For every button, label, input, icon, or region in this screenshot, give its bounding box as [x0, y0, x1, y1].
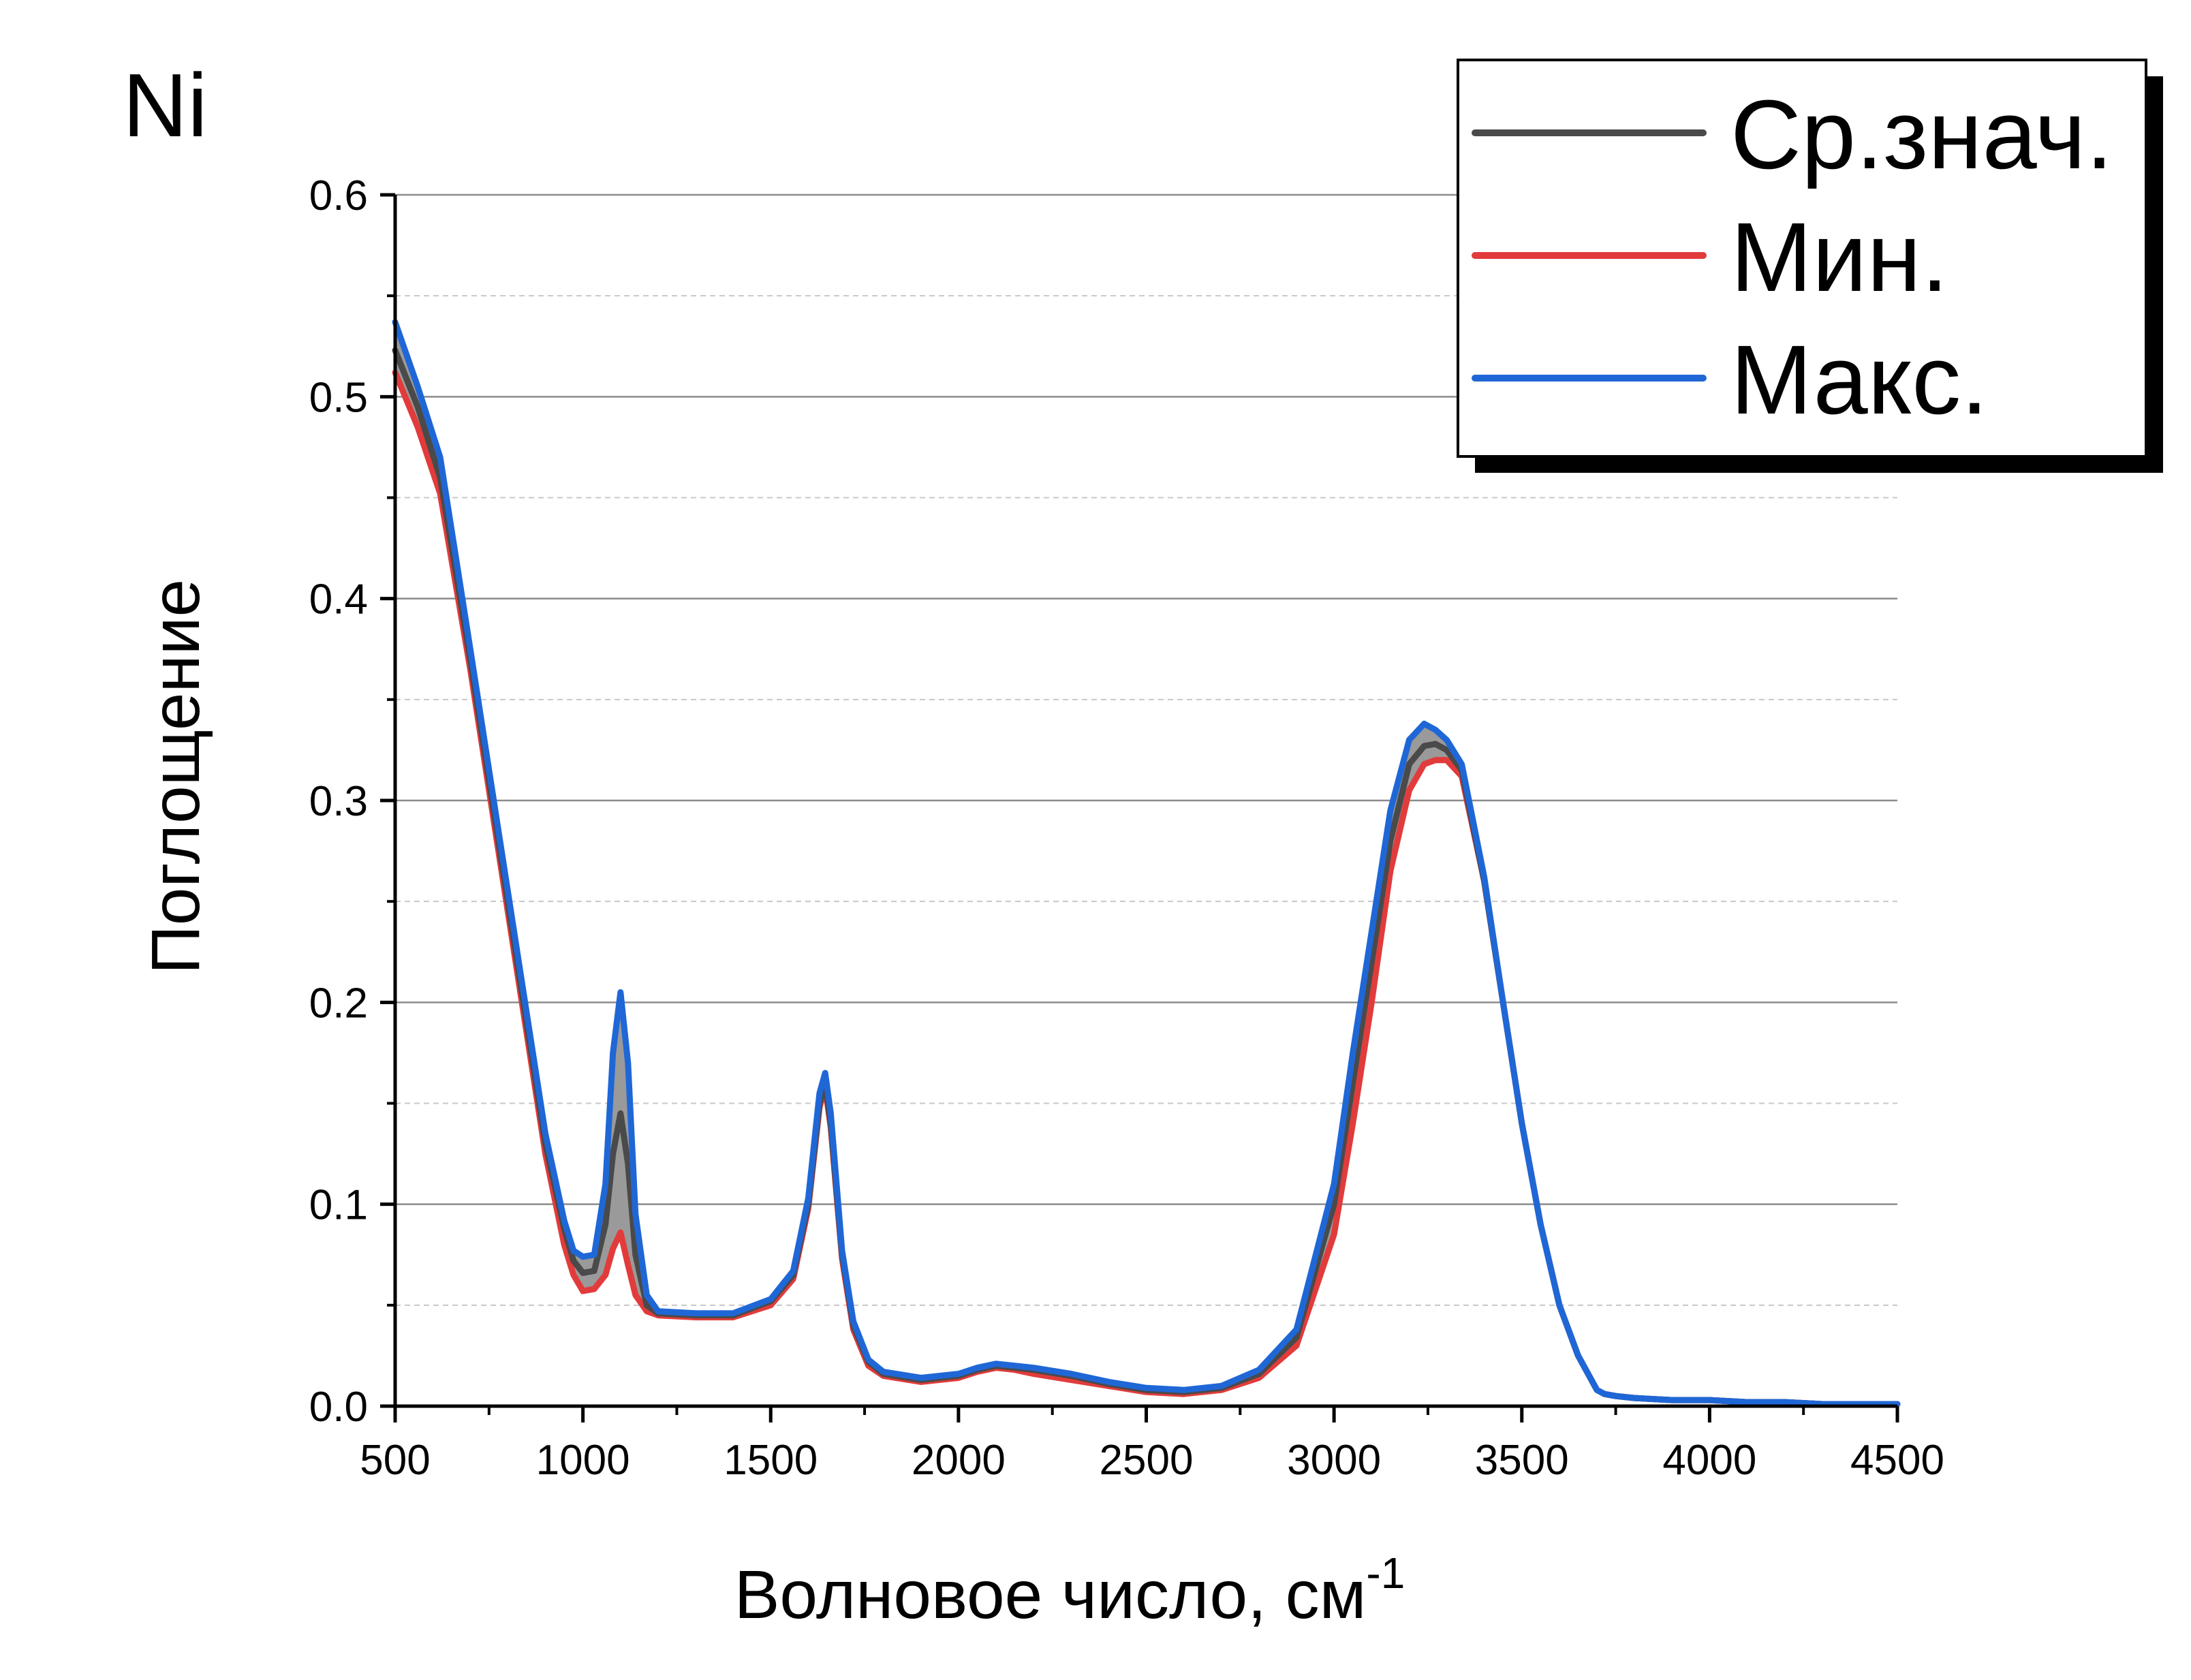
x-tick-label: 2000	[912, 1437, 1006, 1484]
y-axis-title: Поглощение	[138, 579, 214, 974]
x-tick-label: 500	[360, 1437, 430, 1484]
y-tick-label: 0.3	[309, 778, 368, 825]
x-tick-label: 2500	[1100, 1437, 1194, 1484]
x-tick-label: 4500	[1850, 1437, 1944, 1484]
y-tick-label: 0.2	[309, 980, 368, 1027]
x-tick-label: 1500	[724, 1437, 818, 1484]
x-axis-title: Волновое число, см-1	[734, 1549, 1405, 1633]
x-tick-label: 4000	[1662, 1437, 1756, 1484]
legend-label-mean: Ср.знач.	[1730, 80, 2113, 189]
series-line-min	[392, 369, 1901, 1407]
x-axis-title-main: Волновое число, см	[734, 1557, 1367, 1633]
y-tick-label: 0.1	[309, 1182, 368, 1229]
x-axis-title-superscript: -1	[1366, 1549, 1405, 1598]
y-tick-label: 0.5	[309, 374, 368, 421]
series-line-mean	[392, 347, 1901, 1407]
axis-layer: 0.0 0.1 0.2 0.3 0.4 0.5 0.6 500 1000 1500 2000 2500…	[309, 172, 1944, 1484]
panel-label: Ni	[123, 55, 208, 155]
legend-items: Ср.знач. Мин. Макс.	[1472, 80, 2113, 435]
legend: Ср.знач. Мин. Макс.	[1457, 59, 2163, 473]
x-tick-label: 3500	[1475, 1437, 1569, 1484]
series-layer	[392, 319, 1901, 1407]
series-line-max	[392, 319, 1901, 1407]
legend-label-min: Мин.	[1730, 202, 1948, 312]
legend-label-max: Макс.	[1730, 325, 1988, 435]
x-tick-label: 1000	[536, 1437, 630, 1484]
x-tick-label: 3000	[1287, 1437, 1381, 1484]
y-tick-label: 0.0	[309, 1384, 368, 1431]
y-tick-label: 0.4	[309, 576, 368, 623]
y-tick-label: 0.6	[309, 172, 368, 219]
